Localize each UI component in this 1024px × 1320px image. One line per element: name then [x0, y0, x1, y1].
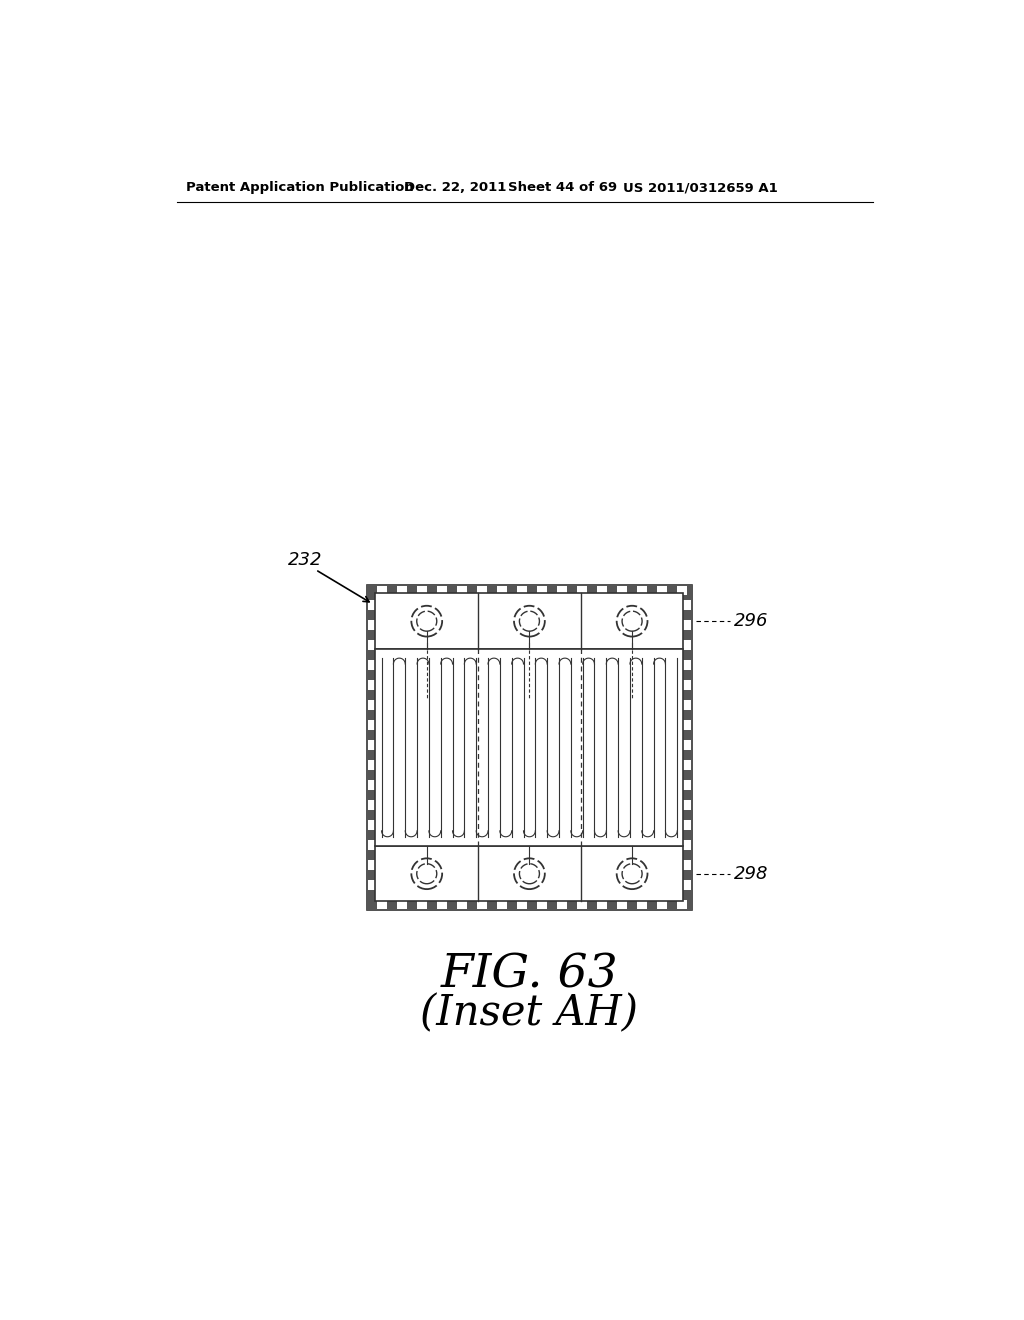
Text: 232: 232 [289, 552, 323, 569]
Bar [587, 585, 597, 595]
Bar [376, 594, 683, 649]
Bar [682, 770, 692, 780]
Text: Patent Application Publication: Patent Application Publication [186, 181, 414, 194]
Text: 298: 298 [734, 865, 769, 883]
Bar [367, 669, 377, 680]
Bar [682, 649, 692, 660]
Bar [527, 585, 538, 595]
Bar [367, 810, 377, 820]
Bar [682, 870, 692, 880]
Bar [367, 595, 377, 599]
Bar [647, 585, 657, 595]
Bar [467, 585, 477, 595]
Bar [367, 610, 377, 619]
Bar [367, 830, 377, 840]
Bar [407, 900, 417, 909]
Bar [367, 585, 377, 595]
Bar [628, 900, 637, 909]
Bar [376, 649, 683, 846]
Bar [367, 900, 377, 909]
Bar [507, 585, 517, 595]
Bar [507, 900, 517, 909]
Bar [682, 669, 692, 680]
Bar [682, 689, 692, 700]
Bar [367, 630, 377, 640]
Bar [682, 850, 692, 859]
Bar [527, 900, 538, 909]
Bar [367, 689, 377, 700]
Bar [607, 900, 617, 909]
Text: Sheet 44 of 69: Sheet 44 of 69 [508, 181, 617, 194]
Bar [682, 750, 692, 760]
Bar [682, 610, 692, 619]
Bar [682, 789, 692, 800]
Bar [367, 789, 377, 800]
Bar [682, 710, 692, 719]
Bar [547, 585, 557, 595]
Bar [367, 890, 377, 900]
Bar [487, 585, 497, 595]
Bar [687, 900, 692, 909]
Text: Dec. 22, 2011: Dec. 22, 2011 [403, 181, 506, 194]
Bar [387, 900, 397, 909]
Bar [367, 585, 692, 909]
Bar [682, 730, 692, 739]
Bar [367, 710, 377, 719]
Bar [447, 585, 457, 595]
Text: US 2011/0312659 A1: US 2011/0312659 A1 [624, 181, 778, 194]
Bar [547, 900, 557, 909]
Bar [682, 890, 692, 900]
Bar [367, 730, 377, 739]
Bar [687, 585, 692, 595]
Bar [668, 900, 677, 909]
Bar [427, 900, 437, 909]
Bar [682, 810, 692, 820]
Bar [647, 900, 657, 909]
Bar [367, 649, 377, 660]
Text: FIG. 63: FIG. 63 [440, 952, 618, 997]
Bar [668, 585, 677, 595]
Bar [427, 585, 437, 595]
Bar [376, 846, 683, 902]
Bar [467, 900, 477, 909]
Bar [367, 850, 377, 859]
Text: (Inset AH): (Inset AH) [421, 993, 638, 1034]
Bar [367, 770, 377, 780]
Bar [487, 900, 497, 909]
Bar [407, 585, 417, 595]
Bar [367, 870, 377, 880]
Bar [607, 585, 617, 595]
Bar [367, 750, 377, 760]
Bar [682, 595, 692, 599]
Bar [587, 900, 597, 909]
Text: 296: 296 [734, 612, 769, 630]
Bar [567, 585, 578, 595]
Bar [387, 585, 397, 595]
Bar [567, 900, 578, 909]
Bar [682, 830, 692, 840]
Bar [447, 900, 457, 909]
Bar [682, 630, 692, 640]
Bar [628, 585, 637, 595]
